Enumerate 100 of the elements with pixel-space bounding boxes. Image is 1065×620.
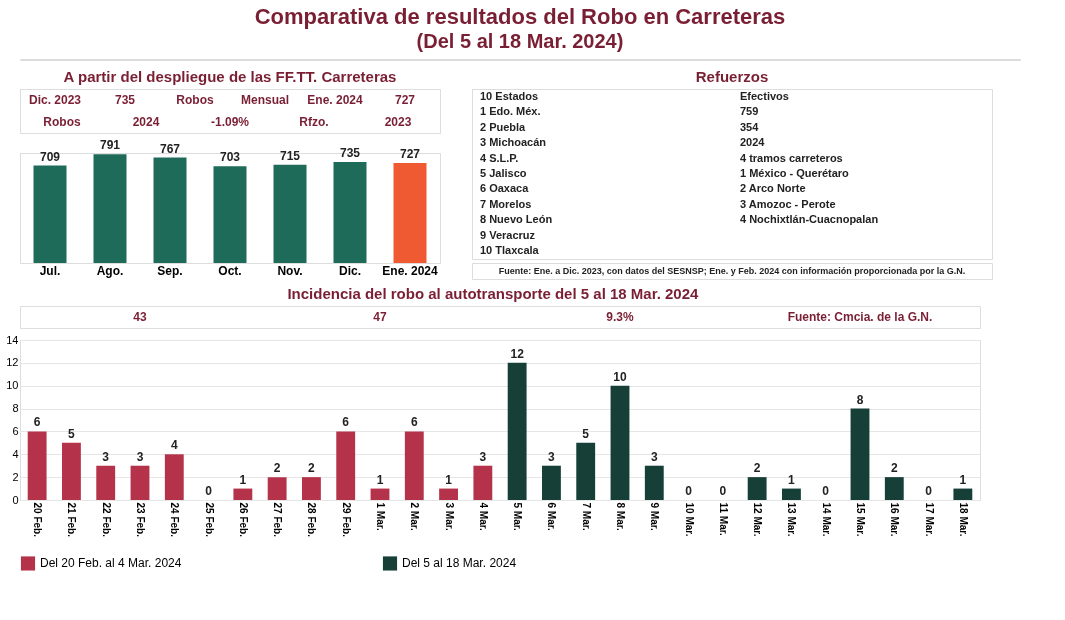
y-tick-label: 8 <box>12 402 19 415</box>
text: 2 Arco Norte <box>740 182 806 195</box>
bar <box>130 465 150 500</box>
data-label: 8 <box>856 392 864 407</box>
bar <box>233 488 253 500</box>
data-label: 703 <box>219 150 241 165</box>
bar <box>884 477 904 500</box>
x-tick-label: 15 Mar. <box>855 502 866 537</box>
data-label: 0 <box>685 484 693 498</box>
data-label: 0 <box>925 484 933 498</box>
data-label: 1 <box>959 472 967 487</box>
bar <box>404 431 424 500</box>
x-tick-label: 14 Mar. <box>820 502 832 537</box>
text: 47 <box>373 310 387 324</box>
data-label: 727 <box>399 147 421 162</box>
data-label: 1 <box>239 472 247 487</box>
data-label: 0 <box>719 484 727 498</box>
bar <box>644 465 664 500</box>
data-label: 12 <box>510 346 525 361</box>
bar <box>747 477 767 500</box>
x-tick-label: 9 Mar. <box>649 502 661 532</box>
x-tick-label: 1 Mar. <box>375 502 386 532</box>
x-tick-label: 4 Mar. <box>477 502 489 532</box>
text: Rfzo. <box>299 115 329 129</box>
x-tick-label: 29 Feb. <box>340 502 352 538</box>
text: 8 Nuevo León <box>480 213 553 226</box>
data-label: 0 <box>205 484 213 498</box>
x-tick-label: 23 Feb. <box>135 502 146 538</box>
bar <box>336 431 356 500</box>
data-label: 767 <box>159 141 181 156</box>
bar <box>164 454 184 500</box>
text: 4 tramos carreteros <box>740 151 843 164</box>
bar <box>333 161 367 263</box>
x-tick-label: 10 Mar. <box>683 502 695 537</box>
text: 735 <box>114 93 136 107</box>
text: Robos <box>43 115 81 129</box>
bar <box>33 165 67 263</box>
text: Robos <box>176 93 214 107</box>
text: 4 Nochixtlán-Cuacnopalan <box>740 213 879 226</box>
data-label: 2 <box>273 461 281 476</box>
bar <box>850 408 870 500</box>
text: (Del 5 al 18 Mar. 2024) <box>416 29 624 52</box>
data-label: 1 <box>376 472 384 487</box>
text: 2 Puebla <box>480 120 527 133</box>
chart-title: A partir del despliegue de las FF.TT. Carreteras <box>63 67 397 85</box>
bar <box>27 431 47 500</box>
text: 5 Jalisco <box>480 167 527 179</box>
data-label: 2 <box>890 461 898 476</box>
x-tick-label: 3 Mar. <box>443 502 455 532</box>
y-tick-label: 12 <box>6 356 19 369</box>
text: 1 México - Querétaro <box>740 167 850 179</box>
bar <box>393 163 427 263</box>
data-label: 791 <box>99 138 121 153</box>
text: 10 Estados <box>480 89 539 102</box>
text: 4 S.L.P. <box>480 151 519 164</box>
source-note: Fuente: Cmcia. de la G.N. <box>787 310 933 324</box>
data-label: 10 <box>613 369 627 384</box>
bar <box>267 477 287 500</box>
bar <box>302 477 321 500</box>
x-tick-label: 2 Mar. <box>409 502 421 532</box>
bar <box>96 465 116 500</box>
x-tick-label: 16 Mar. <box>889 502 901 537</box>
x-tick-label: 24 Feb. <box>169 502 181 538</box>
x-tick-label: 27 Feb. <box>272 502 284 538</box>
text: 10 Tlaxcala <box>480 244 540 257</box>
y-tick-label: 6 <box>12 424 19 437</box>
bar <box>542 465 561 500</box>
data-label: 1 <box>788 472 796 487</box>
x-tick-label: 7 Mar. <box>580 502 592 532</box>
bar <box>62 442 81 500</box>
x-tick-label: Nov. <box>277 263 303 278</box>
data-label: 4 <box>170 438 178 453</box>
source-note: Fuente: Ene. a Dic. 2023, con datos del SESNSP; Ene. y Feb. 2024 con información proporcionada por la G.N. <box>498 266 966 276</box>
data-label: 3 <box>479 449 487 464</box>
bar <box>370 488 390 500</box>
y-tick-label: 0 <box>12 493 19 506</box>
text: 7 Morelos <box>480 197 532 210</box>
x-tick-label: Oct. <box>218 263 242 278</box>
bar <box>153 157 187 263</box>
text: Ene. 2024 <box>307 93 364 107</box>
data-label: 3 <box>102 449 110 464</box>
x-tick-label: 6 Mar. <box>546 502 558 532</box>
text: 3 Michoacán <box>480 136 547 149</box>
data-label: 3 <box>548 449 556 464</box>
text: 1 Edo. Méx. <box>480 105 541 118</box>
text: Dic. 2023 <box>28 93 82 107</box>
text: 9 Veracruz <box>480 228 536 241</box>
bar <box>473 465 493 500</box>
bar <box>93 154 127 263</box>
data-label: 2 <box>308 461 316 476</box>
x-tick-label: 21 Feb. <box>66 502 78 538</box>
bar <box>782 488 801 500</box>
data-label: 6 <box>410 415 418 430</box>
text: -1.09% <box>210 115 250 129</box>
x-tick-label: 28 Feb. <box>306 502 318 538</box>
bar <box>507 362 527 500</box>
x-tick-label: Ago. <box>96 263 124 278</box>
x-tick-label: 18 Mar. <box>957 502 969 537</box>
text: 6 Oaxaca <box>480 182 530 195</box>
data-label: 715 <box>279 148 301 163</box>
